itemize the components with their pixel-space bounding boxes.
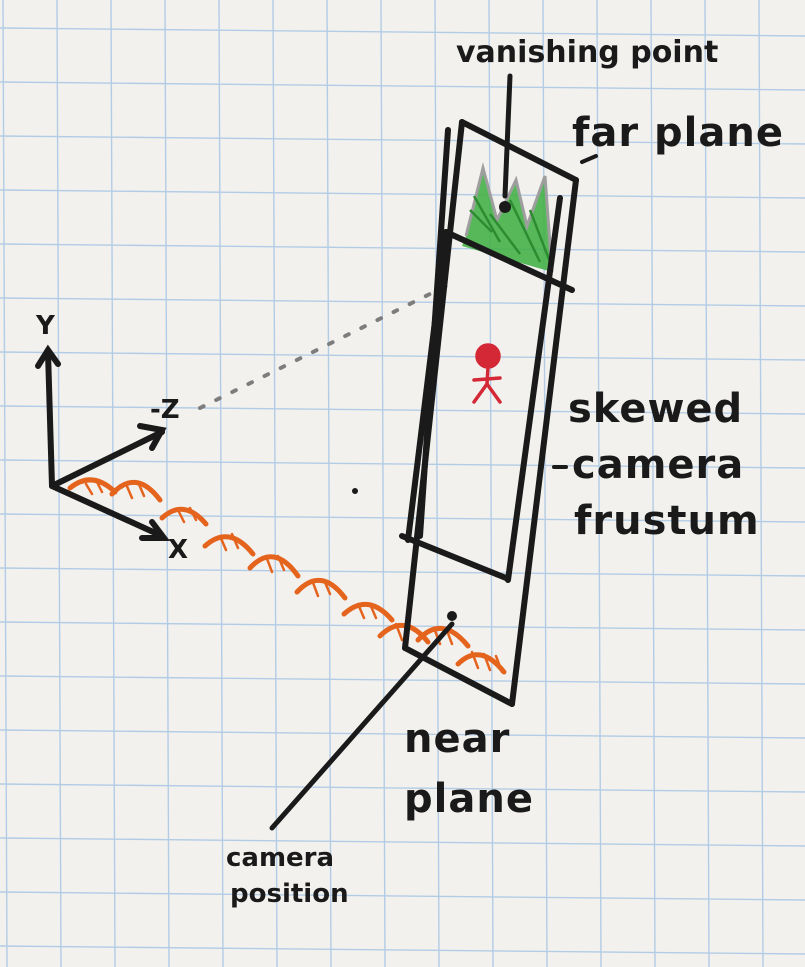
grid-line-horizontal (0, 783, 805, 793)
grid-line-horizontal (0, 945, 805, 955)
vanishing-point-leader (502, 73, 513, 199)
label-skewed: skewed (568, 386, 743, 432)
grid-line-horizontal (0, 567, 805, 577)
grid-line-horizontal (0, 405, 805, 415)
grid-line-horizontal (0, 189, 805, 199)
camera-position-leader (269, 621, 455, 831)
label-position: position (230, 879, 349, 909)
label-plane: plane (404, 776, 534, 822)
grid-line-vertical (164, 0, 170, 967)
grid-line-vertical (596, 0, 602, 967)
dotted-sight-line (198, 283, 450, 410)
far-plane-pointer (580, 154, 598, 164)
grid-line-vertical (704, 0, 710, 967)
label-camera: camera (226, 843, 334, 873)
grid-line-vertical (758, 0, 764, 967)
grid-line-vertical (488, 0, 494, 967)
skewed-camera-frustum (399, 119, 579, 707)
grid-line-horizontal (0, 297, 805, 307)
grid-line-vertical (326, 0, 332, 967)
grid-line-vertical (2, 0, 8, 967)
grid-line-horizontal (0, 729, 805, 739)
label-near: near (404, 716, 510, 762)
grid-line-vertical (650, 0, 656, 967)
axis-label-x: X (168, 535, 188, 565)
grid-line-horizontal (0, 891, 805, 901)
grid-line-horizontal (0, 243, 805, 253)
grid-line-horizontal (0, 459, 805, 469)
ground-scallops (67, 477, 507, 675)
grid-line-vertical (110, 0, 116, 967)
grid-line-vertical (380, 0, 386, 967)
vanishing-point-dot (499, 201, 511, 213)
label-far-plane: far plane (572, 110, 784, 156)
grid-line-vertical (434, 0, 440, 967)
grid-line-horizontal (0, 351, 805, 361)
person-figure (472, 343, 502, 404)
grid-line-vertical (272, 0, 278, 967)
distant-mountains (462, 162, 554, 273)
label-vanishing-point: vanishing point (456, 35, 718, 70)
grid-line-vertical (542, 0, 548, 967)
grid-line-horizontal (0, 27, 805, 37)
grid-line-horizontal (0, 135, 805, 145)
axis-label-y: Y (35, 311, 56, 341)
grid-line-vertical (218, 0, 224, 967)
axis-label-neg-z: -Z (150, 395, 180, 425)
stray-dot (352, 488, 358, 494)
coordinate-axes (35, 344, 170, 541)
ground-hatching (84, 478, 504, 674)
label-frustum: frustum (574, 498, 760, 544)
grid-line-horizontal (0, 837, 805, 847)
grid-line-horizontal (0, 81, 805, 91)
label-camera-frustum: camera (572, 442, 744, 488)
grid-line-horizontal (0, 513, 805, 523)
camera-position-dot (447, 611, 457, 621)
